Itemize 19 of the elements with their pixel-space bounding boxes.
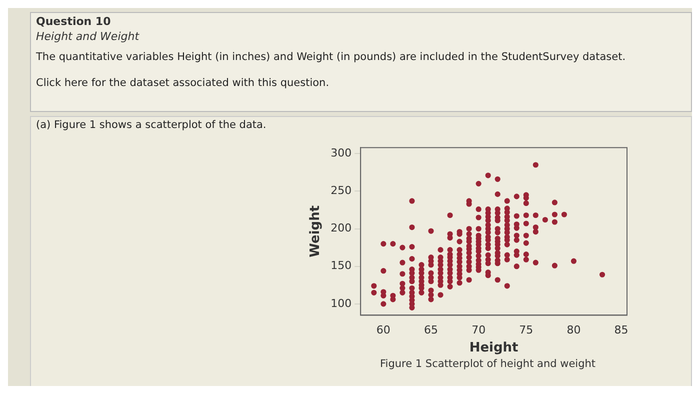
x-tick-label: 65 (424, 324, 438, 337)
y-axis-title: Weight (308, 205, 324, 258)
text: (a) Figure 1 shows a scatterplot of the data. (36, 119, 266, 131)
x-tick-label: 85 (614, 324, 628, 337)
y-tick-label: 300 (330, 146, 352, 160)
text: Height and Weight (36, 30, 140, 43)
x-tick-label: 75 (519, 324, 534, 337)
y-tick-label: 150 (330, 259, 352, 272)
y-tick-label: 100 (330, 296, 352, 310)
y-tick-label: 200 (330, 222, 352, 235)
x-tick-label: 60 (376, 324, 390, 337)
x-tick-label: 70 (472, 324, 486, 337)
y-tick-label: 250 (330, 184, 352, 198)
caption: Figure 1 Scatterplot of height and weight (380, 358, 596, 370)
x-axis-title: Height (469, 340, 518, 356)
text: The quantitative variables Height (in inches) and Weight (in pounds) are included in the StudentSurvey dataset. (36, 51, 626, 63)
text: Click here for the dataset associated with this question. (36, 77, 330, 89)
text: Question 10 (36, 15, 111, 28)
x-tick-label: 80 (566, 324, 581, 337)
